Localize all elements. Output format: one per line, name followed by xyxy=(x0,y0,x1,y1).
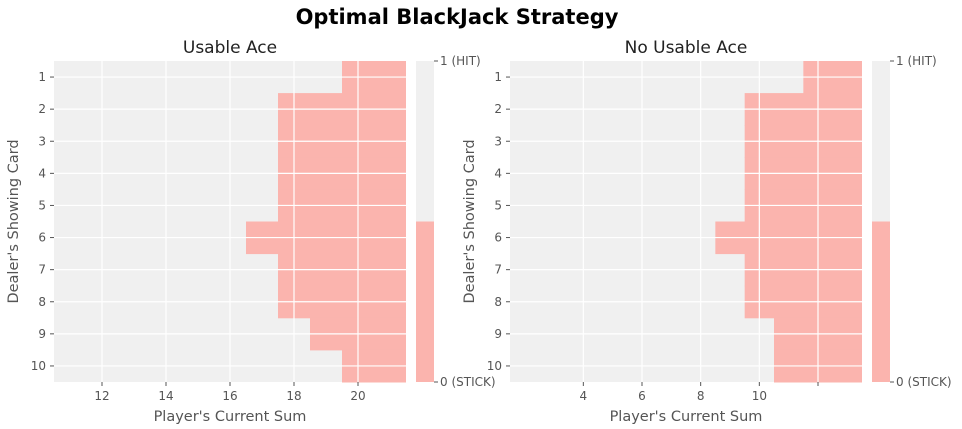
y-tick-label: 8 xyxy=(38,295,46,309)
y-tick-label: 9 xyxy=(38,327,46,341)
colorbar: 1 (HIT) 0 (STICK) xyxy=(416,54,496,389)
x-tick-label: 4 xyxy=(580,389,588,403)
y-tick-label: 4 xyxy=(494,166,502,180)
colorbar-tick-label: 1 (HIT) xyxy=(440,54,481,68)
y-tick-label: 1 xyxy=(494,70,502,84)
y-axis-label: Dealer's Showing Card xyxy=(6,139,22,303)
x-tick-label: 10 xyxy=(752,389,767,403)
colorbar-hit-segment xyxy=(872,61,890,222)
x-tick-label: 14 xyxy=(158,389,173,403)
colorbar: 1 (HIT) 0 (STICK) xyxy=(872,54,952,389)
x-tick-label: 16 xyxy=(222,389,237,403)
y-tick-label: 3 xyxy=(494,134,502,148)
y-tick-label: 8 xyxy=(494,295,502,309)
y-tick-label: 5 xyxy=(494,198,502,212)
y-tick-label: 9 xyxy=(494,327,502,341)
x-axis-label: Player's Current Sum xyxy=(154,409,307,425)
x-tick-label: 20 xyxy=(350,389,365,403)
y-tick-label: 2 xyxy=(494,102,502,116)
y-tick-label: 3 xyxy=(38,134,46,148)
y-tick-label: 2 xyxy=(38,102,46,116)
x-tick-label: 18 xyxy=(286,389,301,403)
y-tick-label: 7 xyxy=(38,263,46,277)
x-tick-label: 8 xyxy=(697,389,705,403)
y-tick-label: 6 xyxy=(38,231,46,245)
colorbar-stick-segment xyxy=(872,222,890,383)
colorbar-stick-segment xyxy=(416,222,434,383)
colorbar-tick-label: 0 (STICK) xyxy=(896,375,952,389)
y-tick-label: 6 xyxy=(494,231,502,245)
x-tick-label: 12 xyxy=(94,389,109,403)
x-axis-label: Player's Current Sum xyxy=(610,409,763,425)
y-axis-label: Dealer's Showing Card xyxy=(462,139,478,303)
axes-title: Usable Ace xyxy=(183,38,277,58)
y-tick-label: 7 xyxy=(494,263,502,277)
colorbar-tick-label: 0 (STICK) xyxy=(440,375,496,389)
y-tick-label: 1 xyxy=(38,70,46,84)
axes-title: No Usable Ace xyxy=(625,38,748,58)
figure-title: Optimal BlackJack Strategy xyxy=(296,5,619,29)
y-tick-label: 10 xyxy=(31,359,46,373)
y-tick-label: 10 xyxy=(487,359,502,373)
y-tick-label: 4 xyxy=(38,166,46,180)
y-tick-label: 5 xyxy=(38,198,46,212)
colorbar-hit-segment xyxy=(416,61,434,222)
colorbar-tick-label: 1 (HIT) xyxy=(896,54,937,68)
x-tick-label: 6 xyxy=(638,389,646,403)
